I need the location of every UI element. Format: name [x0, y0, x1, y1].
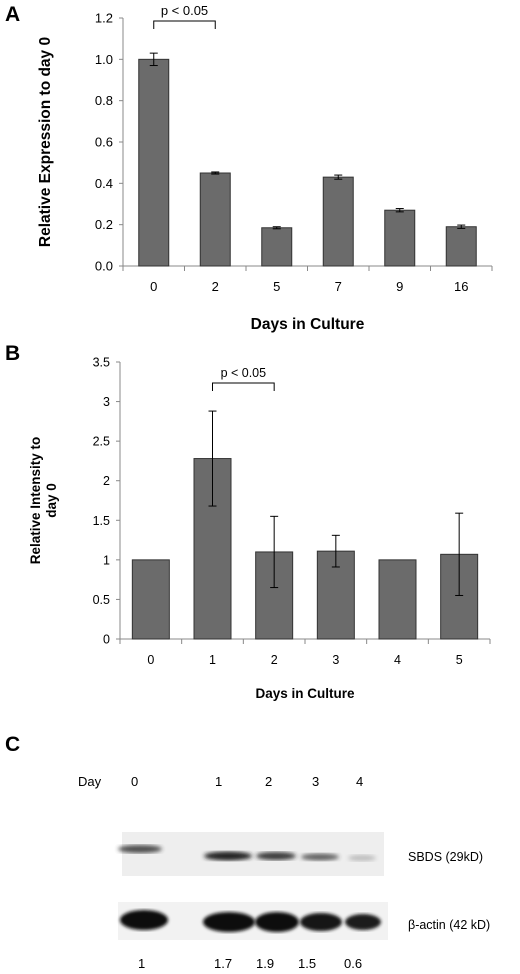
sbds-band-day-1 [204, 851, 252, 861]
bar [199, 172, 231, 267]
x-tick-label: 1 [209, 653, 216, 667]
y-tick-label: 1.2 [95, 11, 113, 26]
sbds-band-day-3 [301, 853, 339, 861]
quant-value-day-1: 1.7 [214, 956, 233, 971]
x-tick-label: 16 [454, 279, 468, 294]
y-tick-label: 0.8 [95, 93, 113, 108]
sbds-band-day-4 [348, 855, 376, 861]
significance-bracket [212, 382, 275, 391]
y-tick-label: 1 [103, 553, 110, 567]
y-tick-label: 1.5 [93, 514, 110, 528]
x-tick-label: 5 [273, 279, 280, 294]
blot-day-0: 0 [131, 774, 139, 789]
blot-day-label: Day [78, 774, 102, 789]
blot-day-2: 2 [265, 774, 273, 789]
y-tick-label: 0.6 [95, 135, 113, 150]
actin-band-day-1 [203, 912, 255, 932]
bar [384, 209, 416, 267]
panel-label-c: C [5, 733, 21, 756]
blot-day-4: 4 [356, 774, 364, 789]
western-blot-panel: Day 0 1 2 3 4 SBDS (29kD) β-actin (42 kD… [0, 760, 520, 974]
x-tick-label: 7 [335, 279, 342, 294]
significance-label: p < 0.05 [221, 366, 267, 380]
quant-value-day-4: 0.6 [344, 956, 363, 971]
x-tick-label: 2 [212, 279, 219, 294]
x-axis-title: Days in Culture [255, 686, 355, 701]
bar-chart-relative-expression: 0.0 0.2 0.4 0.6 0.8 1.0 1.2 0 2 5 7 9 16 p < 0.05 Days… [37, 3, 493, 333]
significance-label: p < 0.05 [161, 3, 208, 18]
bar [378, 559, 417, 640]
sbds-band-label: SBDS (29kD) [408, 850, 484, 864]
y-tick-label: 0.0 [95, 259, 113, 274]
quant-value-day-3: 1.5 [298, 956, 317, 971]
bar [131, 559, 170, 640]
bar-chart-relative-intensity: 0 0.5 1 1.5 2 2.5 3 3.5 0 1 2 3 4 5 p < 0.05 Days in Cu… [28, 356, 491, 701]
y-tick-label: 3 [103, 395, 110, 409]
y-tick-label: 0.2 [95, 217, 113, 232]
x-tick-label: 0 [150, 279, 157, 294]
y-tick-label: 2 [103, 474, 110, 488]
bar [322, 176, 354, 267]
y-tick-label: 2.5 [93, 435, 110, 449]
bar [138, 58, 170, 267]
sbds-blot-background [122, 832, 384, 876]
x-tick-label: 3 [332, 653, 339, 667]
actin-band-day-4 [345, 914, 381, 930]
y-tick-label: 0 [103, 633, 110, 647]
x-tick-label: 2 [271, 653, 278, 667]
actin-band-day-0 [120, 910, 168, 930]
quant-value-day-2: 1.9 [256, 956, 275, 971]
x-tick-label: 0 [147, 653, 154, 667]
blot-image [118, 832, 388, 940]
y-tick-label: 0.4 [95, 176, 113, 191]
x-tick-label: 9 [396, 279, 403, 294]
actin-band-day-2 [255, 912, 299, 932]
blot-day-3: 3 [312, 774, 320, 789]
y-axis-title: Relative Expression to day 0 [37, 37, 54, 247]
sbds-band-day-2 [256, 852, 296, 860]
x-tick-label: 4 [394, 653, 401, 667]
actin-band-label: β-actin (42 kD) [408, 918, 491, 932]
bar [261, 227, 293, 267]
y-axis-title: Relative Intensity today 0 [28, 437, 59, 565]
x-tick-label: 5 [456, 653, 463, 667]
panel-label-b: B [5, 342, 21, 365]
y-tick-label: 1.0 [95, 52, 113, 67]
blot-day-1: 1 [215, 774, 223, 789]
actin-band-day-3 [300, 913, 342, 931]
panel-label-a: A [5, 3, 21, 26]
y-tick-label: 0.5 [93, 593, 110, 607]
sbds-band-day-0 [118, 845, 162, 853]
quant-value-day-0: 1 [138, 956, 146, 971]
y-tick-label: 3.5 [93, 356, 110, 370]
significance-bracket [153, 20, 216, 29]
x-axis-title: Days in Culture [251, 316, 365, 333]
bar [445, 226, 477, 267]
